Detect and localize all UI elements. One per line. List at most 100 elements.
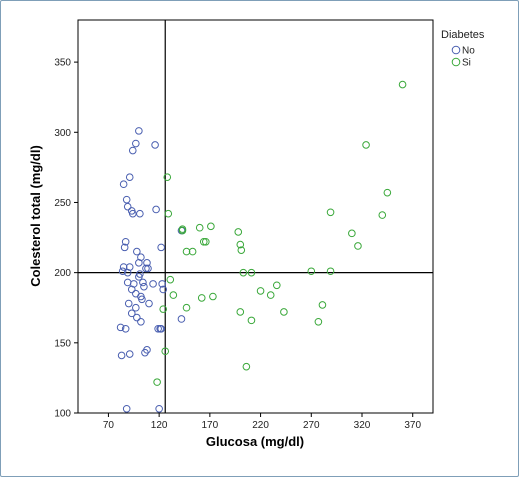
data-point — [307, 267, 316, 276]
data-point — [362, 141, 370, 149]
data-point — [314, 317, 323, 326]
data-point — [161, 347, 170, 356]
x-tick-label: 170 — [202, 420, 219, 431]
data-point — [237, 246, 246, 254]
data-point — [125, 350, 134, 358]
data-point — [143, 259, 151, 267]
data-point — [326, 208, 335, 217]
data-point — [135, 259, 143, 267]
data-point — [155, 404, 163, 413]
x-tick-label: 70 — [103, 420, 115, 431]
data-point — [247, 268, 256, 277]
data-point — [157, 243, 165, 252]
data-point — [153, 378, 161, 386]
data-point — [159, 285, 167, 294]
data-point — [123, 202, 132, 211]
data-point — [256, 287, 265, 295]
y-tick-label: 300 — [54, 128, 71, 139]
data-point — [127, 285, 136, 294]
data-point — [135, 273, 143, 281]
data-point — [125, 173, 134, 181]
data-point — [280, 308, 288, 316]
x-tick-label: 120 — [151, 420, 168, 431]
data-point — [156, 324, 164, 333]
data-point — [318, 301, 327, 309]
data-point — [122, 404, 131, 413]
data-point — [121, 324, 130, 333]
data-point — [202, 237, 210, 246]
data-point — [236, 308, 245, 316]
data-point — [273, 281, 281, 290]
data-point — [326, 267, 335, 276]
y-tick-label: 250 — [54, 198, 71, 209]
data-point — [164, 209, 173, 218]
data-point — [118, 267, 127, 276]
data-point — [136, 209, 144, 218]
legend-label-si: Si — [462, 58, 471, 69]
data-point — [140, 282, 148, 291]
y-tick-label: 150 — [54, 338, 71, 349]
data-point — [145, 299, 153, 308]
data-point — [169, 291, 178, 299]
data-point — [128, 209, 137, 218]
data-point — [117, 351, 126, 360]
data-point — [116, 323, 125, 332]
data-point — [152, 205, 160, 214]
data-point — [119, 180, 128, 189]
data-point — [209, 292, 217, 301]
y-axis-title: Colesterol total (mg/dl) — [28, 145, 43, 287]
data-point — [128, 146, 137, 155]
data-point — [151, 141, 159, 149]
data-point — [127, 309, 136, 318]
data-point — [234, 228, 243, 236]
data-point — [119, 263, 128, 271]
data-point — [142, 264, 150, 273]
data-point — [154, 324, 162, 333]
data-point — [178, 226, 187, 235]
legend-label-no: No — [462, 46, 475, 57]
data-point — [182, 247, 191, 256]
data-point — [133, 247, 141, 256]
data-point — [141, 348, 149, 357]
data-point — [123, 268, 132, 277]
y-tick-label: 350 — [54, 58, 71, 69]
data-point — [132, 303, 140, 312]
x-tick-label: 320 — [354, 420, 371, 431]
legend-title: Diabetes — [441, 29, 485, 41]
data-point — [195, 223, 204, 232]
x-tick-label: 270 — [303, 420, 320, 431]
data-point — [121, 237, 130, 246]
x-tick-label: 370 — [404, 420, 421, 431]
data-point — [197, 294, 206, 302]
data-point — [182, 303, 191, 312]
data-point — [207, 222, 215, 231]
data-point — [137, 317, 145, 326]
data-point — [144, 264, 152, 273]
data-point — [132, 139, 140, 148]
data-point — [124, 299, 133, 308]
y-axis: 100 150 200 250 300 350 — [54, 58, 78, 420]
legend-marker-no — [451, 45, 461, 55]
data-point — [158, 280, 166, 288]
data-point — [354, 242, 362, 250]
data-point — [159, 305, 167, 313]
data-point — [199, 237, 208, 246]
data-point — [188, 247, 197, 256]
data-point — [133, 313, 141, 322]
data-point — [378, 211, 387, 219]
data-point — [398, 80, 407, 89]
y-tick-label: 200 — [54, 268, 71, 279]
data-point — [163, 173, 172, 181]
data-point — [247, 316, 256, 325]
x-tick-label: 220 — [252, 420, 269, 431]
data-point — [138, 295, 146, 304]
x-axis-title: Glucosa (mg/dl) — [206, 434, 304, 449]
legend-marker-si — [451, 57, 461, 67]
data-point — [348, 229, 356, 238]
data-point — [383, 188, 392, 197]
data-point — [242, 362, 251, 371]
series-no — [116, 127, 186, 413]
data-point — [239, 268, 248, 277]
data-point — [236, 240, 245, 249]
data-point — [166, 275, 175, 284]
